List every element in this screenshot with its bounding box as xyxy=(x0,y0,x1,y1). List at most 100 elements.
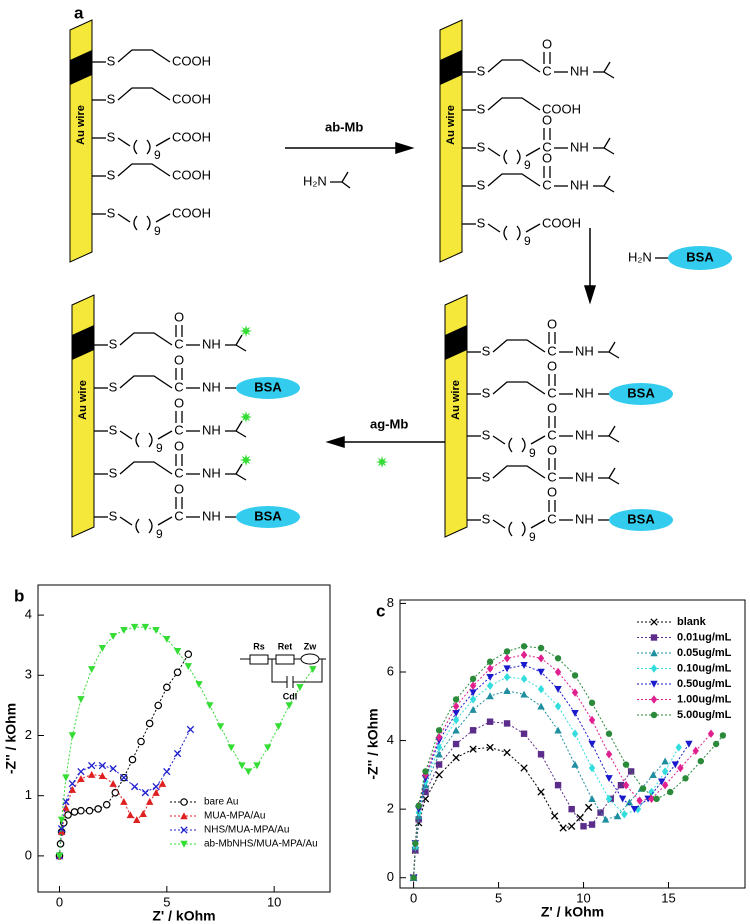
legend-label: 0.01ug/mL xyxy=(677,631,732,643)
carbon: C xyxy=(547,343,556,358)
end-group: COOH xyxy=(542,101,581,116)
alkyl-chain xyxy=(487,173,541,187)
alkyl-chain xyxy=(119,461,173,475)
carbon: C xyxy=(542,63,551,78)
arrow-head xyxy=(325,435,345,449)
sulfur: S xyxy=(109,465,118,480)
data-point xyxy=(415,816,422,823)
data-point xyxy=(613,812,622,820)
circuit-capacitor xyxy=(286,676,294,688)
data-point xyxy=(180,826,188,834)
wire-band xyxy=(70,50,92,85)
data-point xyxy=(435,761,443,768)
end-group: COOH xyxy=(542,215,581,230)
data-point xyxy=(412,840,419,847)
data-point xyxy=(554,726,562,734)
carbon: C xyxy=(174,422,183,437)
isopropyl xyxy=(235,420,247,438)
alkyl-chain xyxy=(119,516,173,526)
series-line xyxy=(413,721,632,878)
data-point xyxy=(520,650,528,660)
alkyl-chain xyxy=(492,339,546,353)
alkyl-chain xyxy=(487,223,541,233)
end-group: COOH xyxy=(172,91,211,106)
isopropyl xyxy=(235,463,247,481)
data-point xyxy=(627,768,635,775)
carbonyl-bond xyxy=(548,374,556,386)
data-point xyxy=(62,774,70,782)
data-point xyxy=(571,688,579,697)
y-tick-label: 1 xyxy=(25,787,32,802)
data-point xyxy=(87,770,96,778)
bsa-blob xyxy=(609,509,673,531)
data-point xyxy=(253,762,261,770)
alkyl-chain xyxy=(119,375,173,389)
data-point xyxy=(109,779,117,787)
plot-frame xyxy=(399,599,746,889)
sulfur: S xyxy=(482,385,491,400)
data-point xyxy=(452,696,460,703)
alkyl-chain xyxy=(117,87,171,101)
data-point xyxy=(128,755,137,764)
data-point xyxy=(452,702,460,711)
legend-label: 0.50ug/mL xyxy=(677,678,732,690)
data-point xyxy=(650,618,658,626)
data-point xyxy=(650,680,658,688)
carbonyl-bond xyxy=(175,454,183,466)
alkyl-chain xyxy=(117,213,171,223)
oxygen: O xyxy=(547,442,557,457)
data-point xyxy=(554,781,562,789)
data-point xyxy=(180,798,188,806)
x-tick-label: 0 xyxy=(56,894,63,909)
amide: NH xyxy=(202,508,221,523)
sulfur: S xyxy=(482,511,491,526)
data-point xyxy=(238,762,246,770)
data-point xyxy=(126,811,135,819)
alkyl-chain xyxy=(492,519,546,529)
sulfur: S xyxy=(109,422,118,437)
data-point xyxy=(605,794,613,804)
data-point xyxy=(571,672,579,679)
data-point xyxy=(130,623,139,631)
data-point xyxy=(70,808,79,816)
data-point xyxy=(588,795,596,803)
circuit-label: Zw xyxy=(304,641,317,651)
alkyl-chain xyxy=(487,59,541,73)
data-point xyxy=(163,635,171,643)
carbonyl-bond xyxy=(548,458,556,470)
data-point xyxy=(141,623,150,631)
circuit-label: Ret xyxy=(278,641,293,651)
data-point xyxy=(661,767,669,776)
data-point xyxy=(588,821,596,828)
data-point xyxy=(469,745,477,753)
end-group: COOH xyxy=(172,129,211,144)
data-point xyxy=(621,810,628,819)
data-point xyxy=(650,664,658,673)
data-point xyxy=(588,699,596,707)
data-point xyxy=(180,812,188,820)
y-tick-label: 2 xyxy=(25,727,32,742)
data-point xyxy=(55,852,64,860)
data-point xyxy=(68,732,77,740)
bsa-blob xyxy=(609,383,673,405)
sulfur: S xyxy=(477,215,486,230)
data-point xyxy=(486,743,494,752)
data-point xyxy=(120,798,128,805)
data-point xyxy=(244,768,253,776)
data-point xyxy=(537,702,545,710)
data-point xyxy=(109,764,117,773)
data-point xyxy=(141,789,150,797)
repeat-paren xyxy=(133,215,151,231)
data-point xyxy=(537,668,545,676)
data-point xyxy=(576,814,584,822)
amide: NH xyxy=(202,422,221,437)
carbon: C xyxy=(547,385,556,400)
wire-band xyxy=(445,325,467,360)
data-point xyxy=(415,802,422,809)
carbonyl-bond xyxy=(175,497,183,509)
isopropyl xyxy=(330,171,351,189)
carbonyl-bond xyxy=(175,325,183,337)
antigen-star xyxy=(376,456,388,468)
data-point xyxy=(650,649,658,657)
carbonyl-bond xyxy=(175,368,183,380)
